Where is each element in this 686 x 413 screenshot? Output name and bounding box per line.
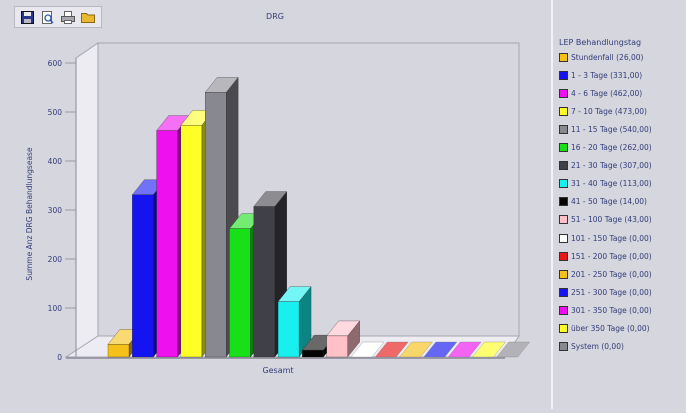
bar-floor-marker [374, 341, 409, 358]
legend-swatch [559, 324, 568, 333]
y-tick-label: 500 [48, 108, 63, 117]
legend-item: 201 - 250 Tage (0,00) [559, 268, 652, 280]
legend-swatch [559, 143, 568, 152]
legend-swatch [559, 251, 568, 261]
legend-swatch [559, 342, 568, 352]
chart-toolbar [14, 6, 102, 28]
legend-label: über 350 Tage (0,00) [571, 324, 650, 333]
legend-item: 4 - 6 Tage (462,00) [559, 87, 642, 99]
bar [350, 341, 385, 358]
bar [423, 341, 458, 358]
legend-swatch [559, 124, 568, 134]
save-icon[interactable] [19, 9, 36, 25]
legend-item: 151 - 200 Tage (0,00) [559, 250, 652, 262]
bar [399, 341, 433, 358]
left-wall [75, 42, 99, 359]
legend-label: 51 - 100 Tage (43,00) [571, 215, 652, 225]
legend-swatch [559, 233, 568, 243]
y-tick-label: 300 [48, 206, 63, 215]
legend-label: System (0,00) [571, 342, 624, 352]
chart-panel: DRG Gesamt Summe Anz DRG Behandlungsease… [25, 12, 531, 375]
legend-item: 16 - 20 Tage (262,00) [559, 142, 652, 154]
bar-front [277, 301, 300, 358]
folder-icon[interactable] [79, 9, 96, 25]
legend-swatch [559, 179, 568, 189]
legend-label: 1 - 3 Tage (331,00) [571, 70, 643, 80]
x-axis-label: Gesamt [262, 366, 293, 375]
legend-swatch [559, 106, 568, 116]
legend-label: 16 - 20 Tage (262,00) [571, 143, 652, 152]
legend-swatch [559, 52, 568, 62]
legend-swatch [559, 197, 568, 207]
legend-swatch [559, 70, 568, 80]
bar-front [156, 130, 178, 358]
legend-label: 11 - 15 Tage (540,00) [571, 124, 652, 134]
bar [326, 320, 360, 358]
legend-swatch [559, 161, 568, 171]
legend-swatch [559, 88, 568, 98]
legend-label: Stundenfall (26,00) [571, 52, 644, 62]
bar [496, 341, 531, 358]
legend-item: 1 - 3 Tage (331,00) [559, 69, 642, 81]
bar-front [205, 92, 227, 358]
bar-floor-marker [350, 341, 385, 358]
legend-title: LEP Behandlungstag [559, 38, 642, 47]
legend-item: 11 - 15 Tage (540,00) [559, 123, 652, 135]
bar-front [180, 125, 203, 358]
legend-panel: LEP Behandlungstag Stundenfall (26,00) 1 … [551, 0, 686, 409]
bar-floor-marker [472, 341, 506, 358]
legend-label: 251 - 300 Tage (0,00) [571, 287, 652, 297]
print-icon[interactable] [59, 9, 76, 25]
y-tick-label: 0 [57, 353, 62, 362]
legend-label: 201 - 250 Tage (0,00) [571, 269, 652, 279]
legend-item: 31 - 40 Tage (113,00) [559, 178, 652, 190]
legend-swatch [559, 269, 568, 279]
print-preview-icon[interactable] [39, 9, 56, 25]
legend-item: 21 - 30 Tage (307,00) [559, 160, 652, 172]
legend-label: 41 - 50 Tage (14,00) [571, 197, 647, 207]
legend-item: 301 - 350 Tage (0,00) [559, 304, 652, 316]
legend-label: 101 - 150 Tage (0,00) [571, 233, 652, 243]
legend-swatch [559, 287, 568, 297]
legend-item: 41 - 50 Tage (14,00) [559, 196, 647, 208]
legend-item: 251 - 300 Tage (0,00) [559, 286, 652, 298]
floor-edge [66, 357, 505, 359]
legend-label: 301 - 350 Tage (0,00) [571, 305, 652, 315]
legend-label: 31 - 40 Tage (113,00) [571, 179, 652, 189]
y-tick-label: 100 [48, 304, 63, 313]
bar [447, 341, 482, 358]
bar [374, 341, 409, 358]
bar-front [253, 206, 275, 358]
bar-front [326, 335, 348, 358]
y-tick-label: 600 [48, 59, 63, 68]
bar-front [302, 349, 324, 358]
legend-item: 101 - 150 Tage (0,00) [559, 232, 652, 244]
legend-label: 7 - 10 Tage (473,00) [571, 106, 647, 116]
legend-swatch [559, 305, 568, 315]
legend-item: über 350 Tage (0,00) [559, 323, 650, 335]
legend-label: 151 - 200 Tage (0,00) [571, 251, 652, 261]
bar-floor-marker [423, 341, 458, 358]
bar-chart: DRG Gesamt Summe Anz DRG Behandlungsease… [25, 12, 531, 375]
y-axis-label: Summe Anz DRG Behandlungsease [25, 147, 34, 281]
bar-front [229, 228, 251, 358]
legend-item: 51 - 100 Tage (43,00) [559, 214, 652, 226]
legend-label: 4 - 6 Tage (462,00) [571, 88, 643, 98]
legend-item: Stundenfall (26,00) [559, 51, 643, 63]
legend-label: 21 - 30 Tage (307,00) [571, 161, 652, 171]
legend-swatch [559, 215, 568, 225]
bar-front [132, 194, 154, 358]
legend-item: System (0,00) [559, 341, 624, 353]
bar [277, 286, 312, 358]
bar-floor-marker [399, 341, 433, 358]
chart-title: DRG [266, 12, 284, 21]
bar-floor-marker [496, 341, 531, 358]
legend-item: 7 - 10 Tage (473,00) [559, 105, 647, 117]
bar [472, 341, 506, 358]
bar-floor-marker [447, 341, 482, 358]
y-tick-label: 400 [48, 157, 63, 166]
y-tick-label: 200 [48, 255, 63, 264]
bar-front [107, 344, 130, 358]
